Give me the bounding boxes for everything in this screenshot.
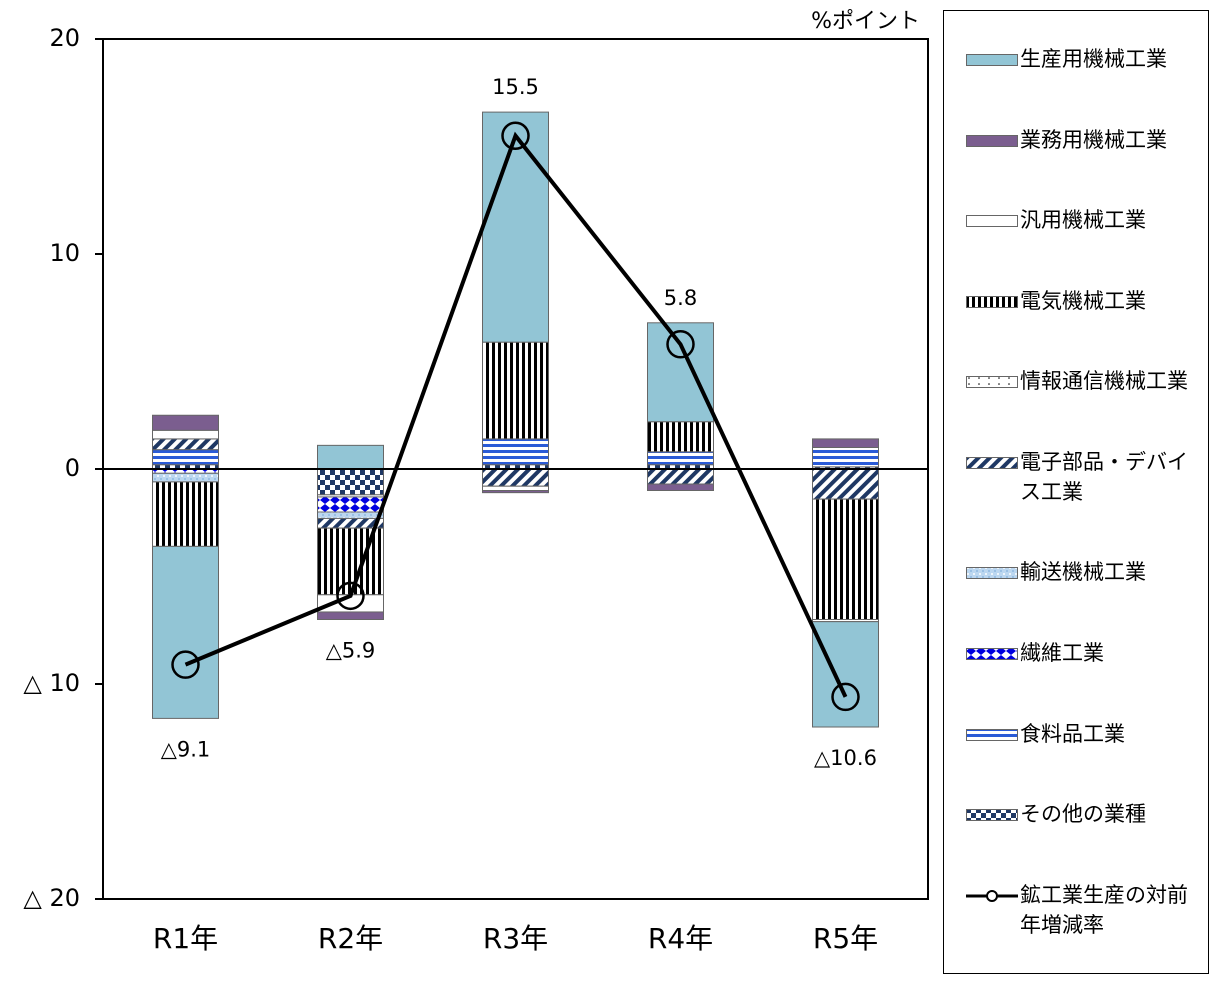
legend-swatch-fill [966,728,1018,741]
y-tick-label: 20 [49,24,80,52]
legend-swatch-fill [966,134,1018,147]
legend-item: 情報通信機械工業 [944,366,1208,396]
bar-segment [812,438,879,448]
legend-label: 繊維工業 [1020,640,1104,665]
bar-segment [152,429,219,440]
bar-segment [152,449,219,466]
legend-label: 電子部品・デバイス工業 [1020,449,1188,504]
chart: %ポイント △ 20 △ 10 0 10 20 R1年 R2年 R3年 R4年 R5年 △9.1 △5… [23,9,929,955]
legend-swatch-fill [966,215,1018,228]
legend: 生産用機械工業 業務用機械工業 汎用機械工業 電気機械工業情報通信機械工業電子部品・デ… [943,10,1209,974]
line [184,131,848,698]
legend-swatch [966,809,1018,822]
legend-swatch [966,215,1018,228]
bar-segment [317,511,384,519]
x-tick-label: R1年 [153,922,218,955]
bar-segment [482,438,549,466]
legend-swatch [966,647,1018,660]
bar-segment [812,498,879,621]
legend-label: 汎用機械工業 [1020,208,1146,233]
legend-item: 輸送機械工業 [944,557,1208,587]
legend-swatch [966,728,1018,741]
legend-swatch-fill [966,456,1018,469]
legend-label: 電気機械工業 [1020,288,1146,313]
line-marker [831,682,860,712]
line-marker [171,650,200,679]
legend-label: その他の業種 [1020,802,1146,827]
legend-swatch-marker [986,889,998,902]
x-tick-label: R5年 [813,922,878,955]
legend-swatch [966,54,1018,67]
bar-segment [482,485,549,492]
bar-segment [317,444,384,470]
legend-swatch [966,295,1018,308]
legend-item: 電子部品・デバイス工業 [944,447,1208,507]
data-label: 15.5 [492,75,539,99]
legend-swatch-fill [966,54,1018,67]
bar-segment [647,451,714,466]
legend-item: 繊維工業 [944,638,1208,668]
bar-segment [152,481,219,547]
legend-swatch-fill [966,376,1018,389]
bar-segment [152,545,219,719]
legend-swatch [966,134,1018,147]
bar-segment [152,414,219,431]
line-marker [336,581,365,611]
legend-item: 鉱工業生産の対前年増減率 [944,880,1208,940]
legend-item: 業務用機械工業 [944,125,1208,155]
x-tick-label: R2年 [318,922,383,955]
legend-swatch-fill [966,647,1018,660]
bar-segment [317,468,384,496]
legend-label: 食料品工業 [1020,721,1125,746]
bar-segment [152,438,219,451]
y-tick-label: 10 [49,239,80,267]
legend-label: 輸送機械工業 [1020,560,1146,585]
bar-segment [647,421,714,453]
bar-segment [317,496,384,513]
data-label: △5.9 [326,639,376,663]
legend-label: 鉱工業生産の対前年増減率 [1020,882,1188,937]
x-tick-label: R4年 [648,922,713,955]
legend-item: その他の業種 [944,799,1208,829]
x-tick-label: R3年 [483,922,548,955]
data-label: △9.1 [161,737,211,761]
legend-item: 電気機械工業 [944,286,1208,316]
unit-label: %ポイント [811,9,920,34]
y-tick-label: 0 [65,454,80,482]
bar-segment [317,527,384,596]
legend-swatch [966,456,1018,469]
y-tick-label: △ 10 [23,669,80,697]
bar-segment [812,468,879,500]
bar-segment [482,341,549,440]
legend-item: 食料品工業 [944,719,1208,749]
bar-segment [152,472,219,483]
legend-item: 汎用機械工業 [944,205,1208,235]
bar-segment [812,621,879,728]
legend-label: 生産用機械工業 [1020,47,1167,72]
legend-label: 情報通信機械工業 [1020,369,1188,394]
legend-item: 生産用機械工業 [944,44,1208,74]
bar-segment [482,111,549,343]
bar-segment [812,447,879,468]
legend-swatch-fill [966,809,1018,822]
bar-segment [317,611,384,620]
line-marker [666,330,695,359]
data-label: 5.8 [664,286,697,310]
bar-segment [647,483,714,491]
legend-label: 業務用機械工業 [1020,127,1167,152]
legend-swatch [966,889,1018,902]
line-marker [501,121,530,150]
legend-swatch-fill [966,567,1018,580]
bar-segment [482,468,549,487]
y-tick-label: △ 20 [23,884,80,912]
bar-segment [647,468,714,485]
legend-swatch-fill [966,295,1018,308]
bar-segment [647,322,714,423]
legend-swatch [966,567,1018,580]
data-label: △10.6 [814,746,877,770]
bar-segment [482,490,549,494]
legend-swatch [966,376,1018,389]
